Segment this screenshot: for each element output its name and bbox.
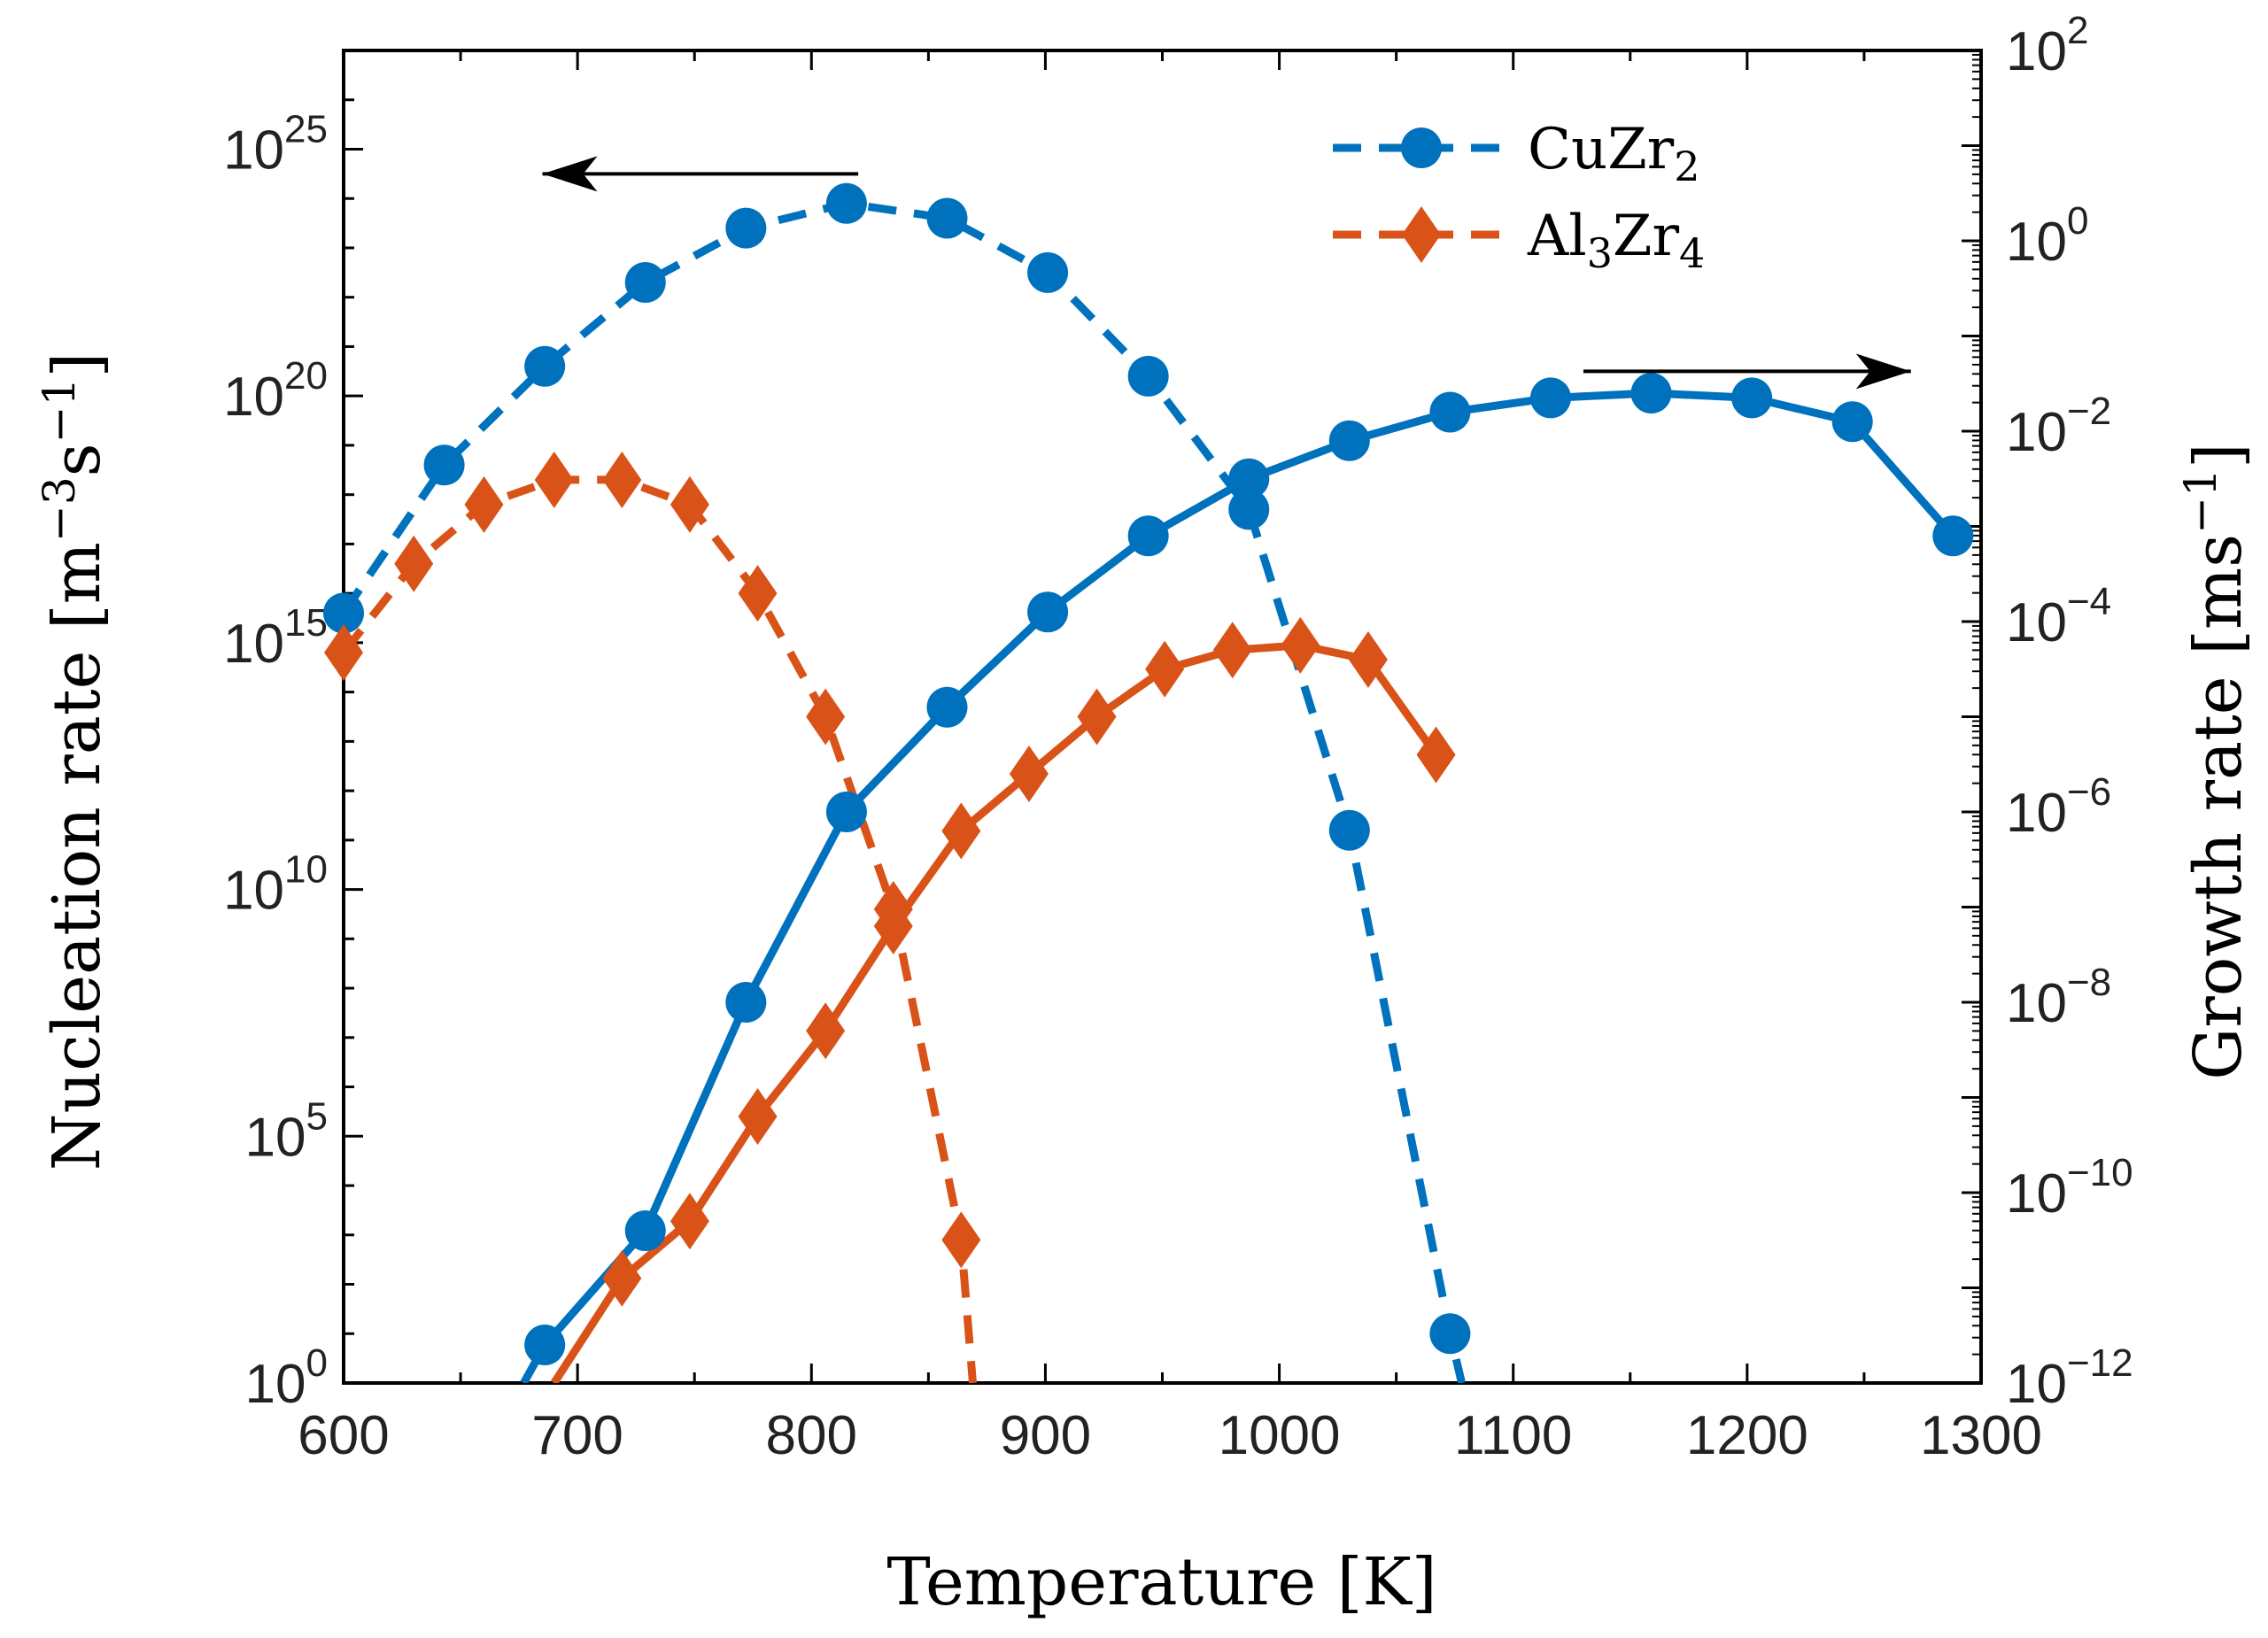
data-point-growth-al3zr4 (806, 1002, 846, 1060)
x-axis-title: Temperature [K] (886, 1544, 1436, 1620)
x-tick-label: 1000 (1219, 1405, 1341, 1466)
y-right-tick-label: 10−8 (2006, 961, 2111, 1034)
data-point-nucleation-cuzr2 (725, 207, 767, 249)
data-point-growth-cuzr2 (1429, 391, 1471, 433)
x-tick-label: 1300 (1920, 1405, 2042, 1466)
legend-label-al3zr4: Al3Zr4 (1527, 204, 1705, 277)
x-tick-label: 700 (531, 1405, 623, 1466)
data-point-nucleation-cuzr2 (1429, 1313, 1471, 1355)
arrow-head-left (542, 156, 598, 192)
data-point-nucleation-cuzr2 (524, 345, 566, 387)
y-right-tick-labels: 10−12 10−10 10−8 10−6 10−4 10−2 100 102 (2006, 9, 2133, 1415)
data-point-growth-cuzr2 (1027, 591, 1069, 633)
axis-ticks (342, 49, 1983, 1385)
data-point-nucleation-al3zr4 (602, 451, 642, 508)
series-line-growth-al3zr4 (550, 641, 1440, 1383)
y-right-tick-label: 100 (2006, 199, 2088, 273)
data-point-growth-cuzr2 (926, 686, 968, 728)
data-point-nucleation-al3zr4 (941, 1211, 981, 1269)
data-point-nucleation-al3zr4 (806, 688, 846, 746)
series-line-growth-cuzr2 (520, 389, 1956, 1383)
data-point-growth-cuzr2 (725, 982, 767, 1023)
plot-frame (342, 49, 1983, 1385)
data-point-growth-al3zr4 (1281, 616, 1320, 674)
data-point-nucleation-cuzr2 (423, 444, 465, 486)
x-tick-label: 800 (766, 1405, 857, 1466)
x-tick-labels: 600 700 800 900 1000 1100 1200 1300 (298, 1405, 2042, 1466)
legend-marker-al3zr4 (1402, 206, 1441, 263)
y-right-tick-label: 10−4 (2006, 580, 2111, 653)
x-tick-label: 1100 (1454, 1405, 1572, 1466)
legend: CuZr2 Al3Zr4 (1333, 117, 1705, 277)
data-point-nucleation-cuzr2 (1127, 355, 1169, 397)
data-point-nucleation-al3zr4 (324, 624, 363, 682)
y-right-tick-label: 102 (2006, 9, 2088, 82)
data-point-growth-al3zr4 (1077, 688, 1117, 746)
y-right-tick-label: 10−12 (2006, 1341, 2133, 1415)
data-point-growth-al3zr4 (1009, 746, 1049, 802)
data-point-growth-al3zr4 (738, 1088, 778, 1145)
data-point-growth-al3zr4 (1416, 726, 1456, 784)
data-point-growth-al3zr4 (1348, 631, 1388, 688)
data-point-nucleation-cuzr2 (323, 592, 364, 634)
y-left-tick-labels: 100 105 1010 1015 1020 1025 (223, 107, 328, 1415)
data-point-nucleation-cuzr2 (1328, 809, 1370, 851)
data-point-nucleation-al3zr4 (394, 535, 434, 592)
data-point-growth-cuzr2 (524, 1325, 566, 1365)
data-point-nucleation-cuzr2 (825, 182, 867, 224)
data-point-growth-al3zr4 (602, 1249, 642, 1307)
y-left-tick-label: 105 (245, 1094, 328, 1168)
data-point-growth-al3zr4 (1212, 622, 1252, 679)
data-point-growth-cuzr2 (825, 792, 867, 832)
data-point-nucleation-al3zr4 (534, 451, 574, 508)
data-point-growth-cuzr2 (1932, 515, 1974, 557)
x-tick-label: 600 (298, 1405, 389, 1466)
y-left-tick-label: 1010 (223, 848, 328, 922)
y-right-tick-label: 10−10 (2006, 1151, 2133, 1225)
markers-layer (323, 182, 1974, 1365)
data-point-nucleation-al3zr4 (670, 475, 709, 533)
series-line-nucleation-cuzr2 (344, 199, 1466, 1383)
legend-marker-cuzr2 (1401, 127, 1442, 168)
y-left-tick-label: 1025 (223, 107, 328, 181)
data-point-growth-cuzr2 (1228, 458, 1270, 499)
y-left-tick-label: 1015 (223, 601, 328, 675)
arrow-head-right (1855, 353, 1911, 390)
data-point-nucleation-al3zr4 (464, 475, 504, 533)
y-right-tick-label: 10−6 (2006, 770, 2111, 844)
data-point-nucleation-cuzr2 (1027, 251, 1069, 293)
data-point-growth-cuzr2 (1831, 401, 1873, 443)
y-left-tick-label: 1020 (223, 354, 328, 428)
data-point-growth-cuzr2 (1529, 377, 1571, 419)
data-point-growth-al3zr4 (670, 1193, 709, 1250)
data-point-growth-al3zr4 (1145, 640, 1185, 698)
data-point-growth-cuzr2 (624, 1210, 666, 1251)
data-point-nucleation-al3zr4 (738, 565, 778, 622)
annotation-layer (542, 156, 1911, 390)
data-point-growth-cuzr2 (1731, 377, 1773, 419)
legend-entry-cuzr2: CuZr2 (1333, 117, 1700, 190)
y-right-tick-label: 10−2 (2006, 390, 2111, 463)
y-left-tick-label: 100 (245, 1341, 328, 1415)
data-point-growth-cuzr2 (1328, 420, 1370, 461)
y-right-axis-title: Growth rate [ms−1] (2175, 443, 2256, 1079)
data-point-nucleation-cuzr2 (1228, 489, 1270, 530)
data-point-growth-al3zr4 (873, 898, 913, 954)
data-point-growth-al3zr4 (941, 802, 981, 860)
legend-label-cuzr2: CuZr2 (1528, 117, 1700, 190)
data-point-nucleation-cuzr2 (926, 197, 968, 239)
y-left-axis-title: Nucleation rate [m−3s−1] (34, 352, 115, 1171)
data-point-nucleation-cuzr2 (624, 261, 666, 303)
data-point-growth-cuzr2 (1127, 515, 1169, 557)
data-point-growth-cuzr2 (1630, 373, 1672, 413)
legend-entry-al3zr4: Al3Zr4 (1333, 204, 1705, 277)
x-tick-label: 1200 (1686, 1405, 1808, 1466)
x-tick-label: 900 (1000, 1405, 1091, 1466)
